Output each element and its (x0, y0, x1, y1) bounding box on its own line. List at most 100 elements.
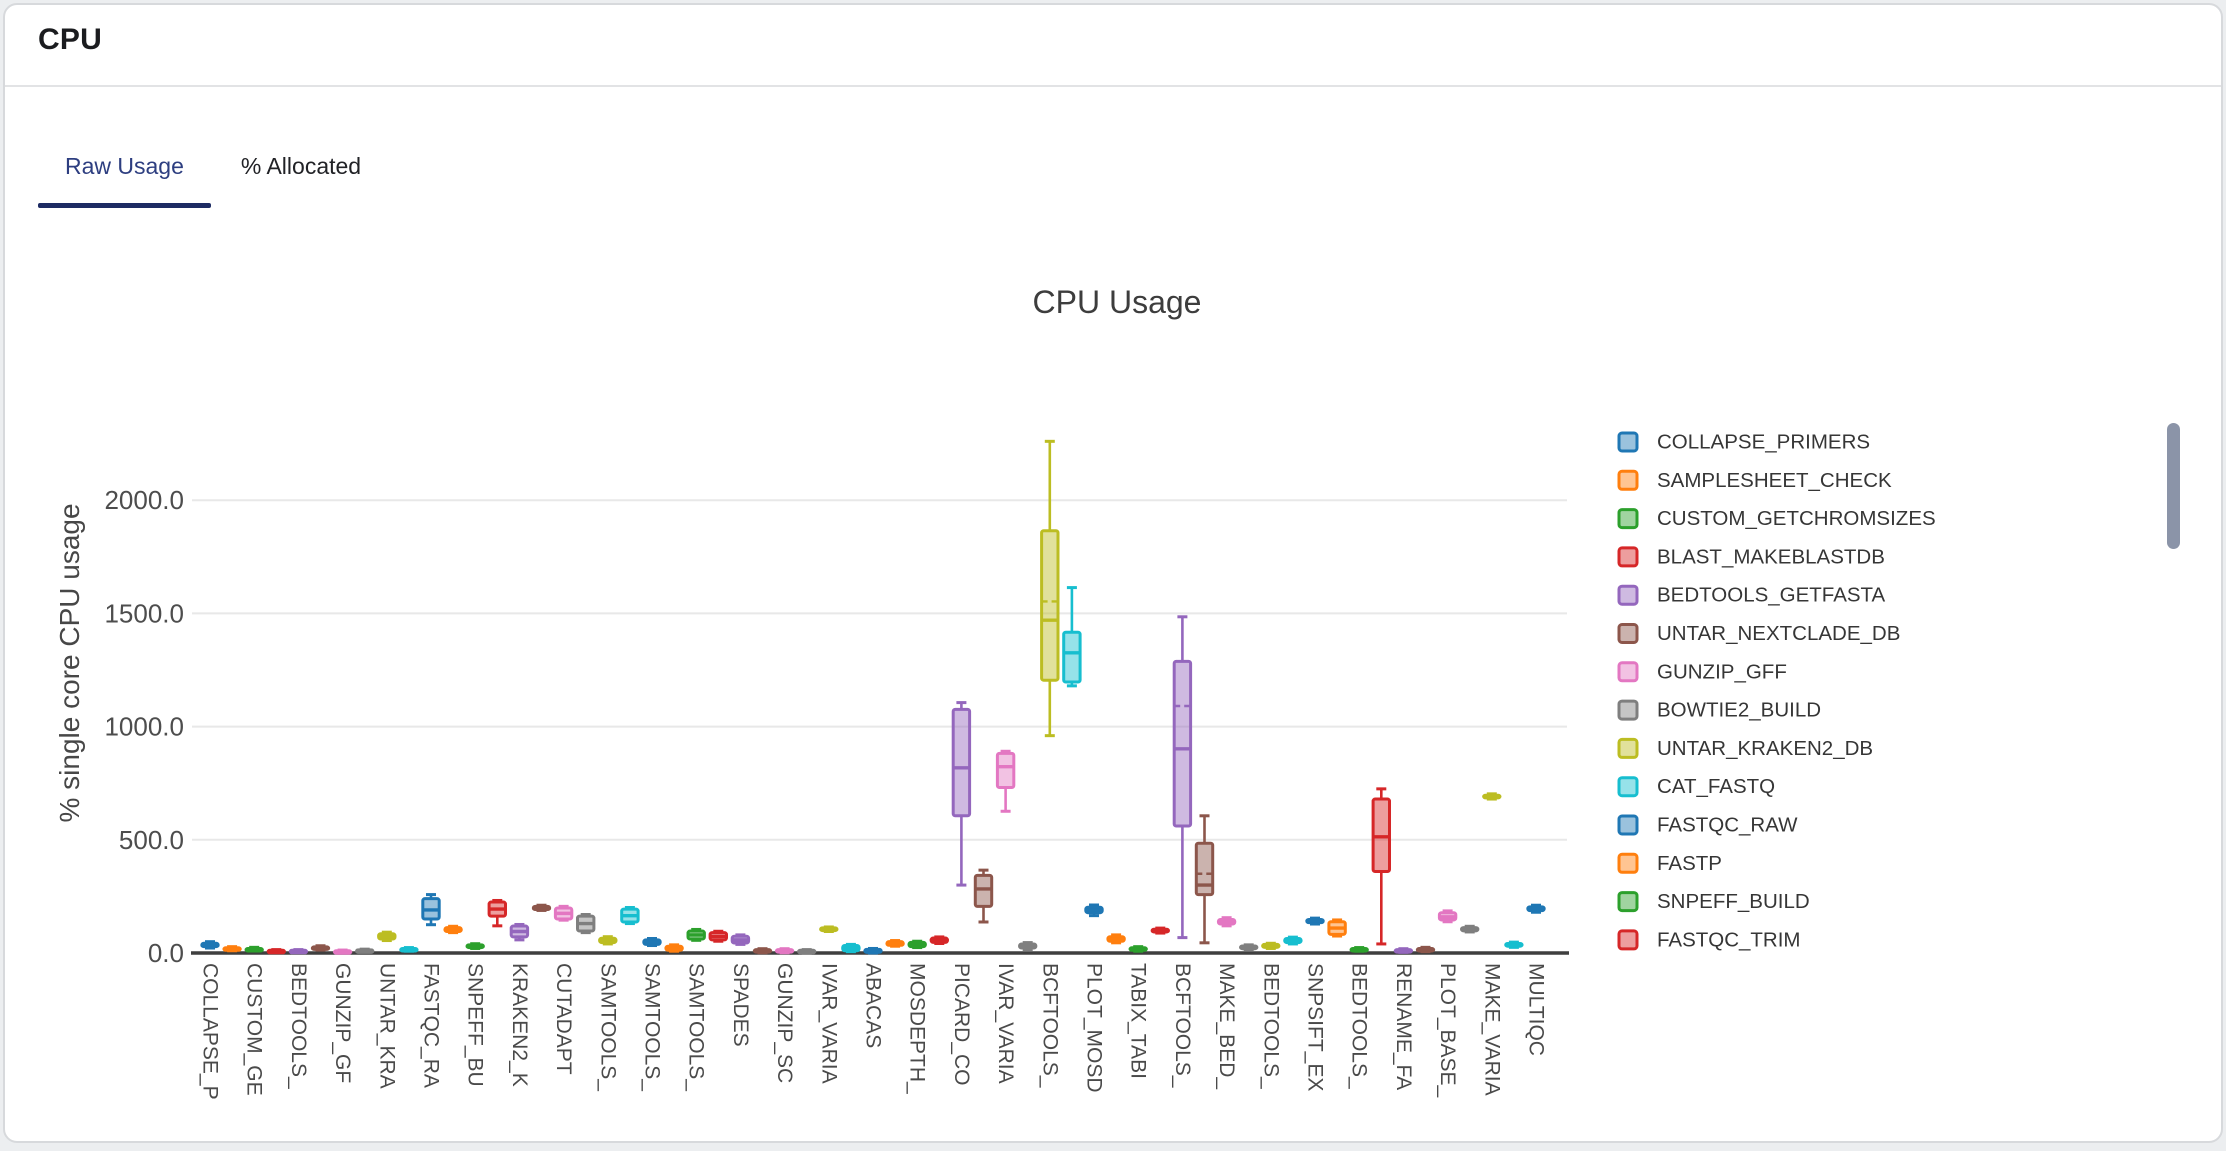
legend-item-CAT_FASTQ[interactable]: CAT_FASTQ (1617, 775, 1775, 798)
legend-label: GUNZIP_GFF (1657, 660, 1787, 683)
box-IVAR_VARIA[interactable] (819, 925, 839, 933)
legend-swatch (1617, 431, 1639, 453)
box-trace-42[interactable] (1106, 933, 1126, 945)
legend-item-SNPEFF_BUILD[interactable]: SNPEFF_BUILD (1617, 890, 1810, 913)
box-SAMTOOLS_[interactable] (598, 935, 618, 946)
legend-swatch (1617, 852, 1639, 874)
legend-item-BLAST_MAKEBLASTDB[interactable]: BLAST_MAKEBLASTDB (1617, 545, 1885, 568)
box-trace-52[interactable] (1327, 918, 1347, 938)
box-BEDTOOLS_[interactable] (1261, 941, 1281, 950)
legend-item-GUNZIP_GFF[interactable]: GUNZIP_GFF (1617, 660, 1787, 683)
box-BEDTOOLS_[interactable] (288, 948, 309, 955)
box-trace-4[interactable] (266, 948, 287, 955)
box-trace-18[interactable] (576, 913, 596, 935)
box-ABACAS[interactable] (863, 946, 883, 955)
box-trace-54[interactable] (1371, 787, 1391, 946)
tab-raw-usage[interactable]: Raw Usage (38, 153, 211, 208)
tab-raw-usage-label: Raw Usage (65, 153, 184, 179)
y-tick-label: 500.0 (119, 825, 184, 855)
legend-scrollbar[interactable] (2167, 423, 2180, 549)
box-GUNZIP_GF[interactable] (332, 948, 353, 955)
legend-item-CUSTOM_GETCHROMSIZES[interactable]: CUSTOM_GETCHROMSIZES (1617, 507, 1936, 530)
box-GUNZIP_SC[interactable] (774, 947, 795, 955)
box-trace-12[interactable] (443, 924, 463, 935)
box-trace-2[interactable] (222, 945, 242, 953)
legend-item-COLLAPSE_PRIMERS[interactable]: COLLAPSE_PRIMERS (1617, 431, 1870, 454)
legend-item-FASTQC_RAW[interactable]: FASTQC_RAW (1617, 814, 1798, 837)
box-MULTIQC[interactable] (1526, 903, 1546, 914)
legend-item-SAMPLESHEET_CHECK[interactable]: SAMPLESHEET_CHECK (1617, 469, 1892, 492)
box-CUSTOM_GE[interactable] (244, 945, 264, 953)
legend-item-UNTAR_KRAKEN2_DB[interactable]: UNTAR_KRAKEN2_DB (1617, 737, 1873, 760)
box-trace-44[interactable] (1150, 926, 1170, 935)
box-RENAME_FA[interactable] (1393, 947, 1414, 954)
legend-swatch (1617, 929, 1639, 951)
box-IVAR_VARIA[interactable] (995, 749, 1016, 813)
box-BCFTOOLS_[interactable] (1172, 615, 1193, 940)
box-SNPEFF_BU[interactable] (465, 942, 485, 950)
legend-swatch (1617, 699, 1639, 721)
box-trace-56[interactable] (1415, 945, 1436, 954)
legend-label: CUSTOM_GETCHROMSIZES (1657, 507, 1936, 530)
box-PICARD_CO[interactable] (951, 701, 972, 887)
x-tick-label: PLOT_BASE_ (1436, 963, 1459, 1098)
box-MOSDEPTH_[interactable] (907, 939, 927, 950)
box-trace-46[interactable] (1194, 814, 1215, 945)
x-tick-label: FASTQC_RA (420, 963, 443, 1088)
box-trace-30[interactable] (841, 942, 861, 954)
tab-percent-allocated[interactable]: % Allocated (211, 153, 391, 208)
box-trace-26[interactable] (752, 947, 773, 955)
box-trace-48[interactable] (1239, 943, 1259, 952)
tab-percent-allocated-label: % Allocated (240, 153, 362, 179)
box-KRAKEN2_K[interactable] (509, 922, 530, 942)
box-MAKE_VARIA[interactable] (1482, 792, 1502, 801)
box-SNPSIFT_EX[interactable] (1305, 916, 1325, 926)
box-trace-14[interactable] (487, 898, 508, 928)
legend-item-FASTQC_TRIM[interactable]: FASTQC_TRIM (1617, 928, 1801, 951)
box-trace-38[interactable] (1018, 941, 1038, 952)
box-trace-40[interactable] (1062, 586, 1082, 688)
box-SPADES[interactable] (730, 933, 751, 946)
box-PLOT_MOSD[interactable] (1084, 903, 1104, 918)
box-trace-8[interactable] (355, 947, 375, 954)
legend-item-FASTP[interactable]: FASTP (1617, 852, 1722, 875)
legend-label: FASTQC_RAW (1657, 814, 1798, 837)
box-SAMTOOLS_[interactable] (642, 937, 662, 948)
legend-label: COLLAPSE_PRIMERS (1657, 431, 1870, 454)
box-trace-10[interactable] (399, 946, 419, 953)
legend-swatch (1617, 891, 1639, 913)
box-CUTADAPT[interactable] (553, 904, 574, 922)
box-trace-34[interactable] (929, 935, 949, 945)
box-SAMTOOLS_[interactable] (686, 927, 706, 942)
legend-label: UNTAR_KRAKEN2_DB (1657, 737, 1873, 760)
box-trace-58[interactable] (1460, 924, 1480, 934)
box-trace-20[interactable] (620, 905, 640, 926)
legend-label: SAMPLESHEET_CHECK (1657, 469, 1892, 492)
box-trace-22[interactable] (664, 943, 684, 953)
box-trace-24[interactable] (708, 929, 728, 943)
legend-swatch (1617, 661, 1639, 683)
box-trace-28[interactable] (797, 948, 817, 955)
legend-item-BEDTOOLS_GETFASTA[interactable]: BEDTOOLS_GETFASTA (1617, 584, 1886, 607)
box-FASTQC_RA[interactable] (421, 893, 441, 927)
legend-swatch (1617, 737, 1639, 759)
box-MAKE_BED_[interactable] (1216, 916, 1237, 928)
active-tab-underline (38, 203, 211, 208)
box-UNTAR_KRA[interactable] (377, 930, 397, 943)
legend-item-UNTAR_NEXTCLADE_DB[interactable]: UNTAR_NEXTCLADE_DB (1617, 622, 1900, 645)
page-title: CPU (38, 23, 102, 56)
box-COLLAPSE_P[interactable] (200, 940, 220, 950)
box-PLOT_BASE_[interactable] (1437, 909, 1458, 924)
x-tick-label: CUTADAPT (552, 963, 575, 1075)
box-BCFTOOLS_[interactable] (1040, 439, 1060, 738)
legend-item-BOWTIE2_BUILD[interactable]: BOWTIE2_BUILD (1617, 699, 1821, 722)
box-trace-50[interactable] (1283, 935, 1303, 946)
box-trace-60[interactable] (1504, 940, 1524, 949)
box-trace-36[interactable] (973, 868, 994, 924)
box-trace-6[interactable] (310, 944, 331, 952)
box-BEDTOOLS_[interactable] (1349, 946, 1369, 953)
box-trace-16[interactable] (531, 903, 552, 912)
x-tick-label: SAMTOOLS_ (596, 963, 619, 1091)
box-TABIX_TABI[interactable] (1128, 945, 1148, 953)
box-trace-32[interactable] (885, 939, 905, 948)
